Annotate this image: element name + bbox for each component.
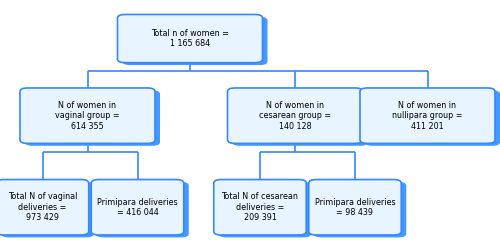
Text: N of women in
nullipara group =
411 201: N of women in nullipara group = 411 201: [392, 101, 463, 131]
FancyBboxPatch shape: [365, 90, 500, 146]
Text: N of women in
cesarean group =
140 128: N of women in cesarean group = 140 128: [259, 101, 331, 131]
FancyBboxPatch shape: [122, 17, 268, 65]
FancyBboxPatch shape: [118, 14, 262, 63]
FancyBboxPatch shape: [360, 88, 495, 143]
FancyBboxPatch shape: [25, 90, 160, 146]
FancyBboxPatch shape: [214, 180, 306, 235]
Text: Primipara deliveries
= 98 439: Primipara deliveries = 98 439: [314, 198, 396, 217]
FancyBboxPatch shape: [314, 182, 406, 237]
FancyBboxPatch shape: [2, 182, 94, 237]
Text: Total N of cesarean
deliveries =
209 391: Total N of cesarean deliveries = 209 391: [222, 192, 298, 222]
Text: Total N of vaginal
deliveries =
973 429: Total N of vaginal deliveries = 973 429: [8, 192, 77, 222]
FancyBboxPatch shape: [308, 180, 401, 235]
FancyBboxPatch shape: [232, 90, 368, 146]
FancyBboxPatch shape: [0, 180, 89, 235]
FancyBboxPatch shape: [91, 180, 184, 235]
FancyBboxPatch shape: [219, 182, 311, 237]
Text: N of women in
vaginal group =
614 355: N of women in vaginal group = 614 355: [55, 101, 120, 131]
FancyBboxPatch shape: [96, 182, 189, 237]
FancyBboxPatch shape: [20, 88, 155, 143]
FancyBboxPatch shape: [228, 88, 362, 143]
Text: Primipara deliveries
= 416 044: Primipara deliveries = 416 044: [97, 198, 178, 217]
Text: Total n of women =
1 165 684: Total n of women = 1 165 684: [151, 29, 229, 48]
